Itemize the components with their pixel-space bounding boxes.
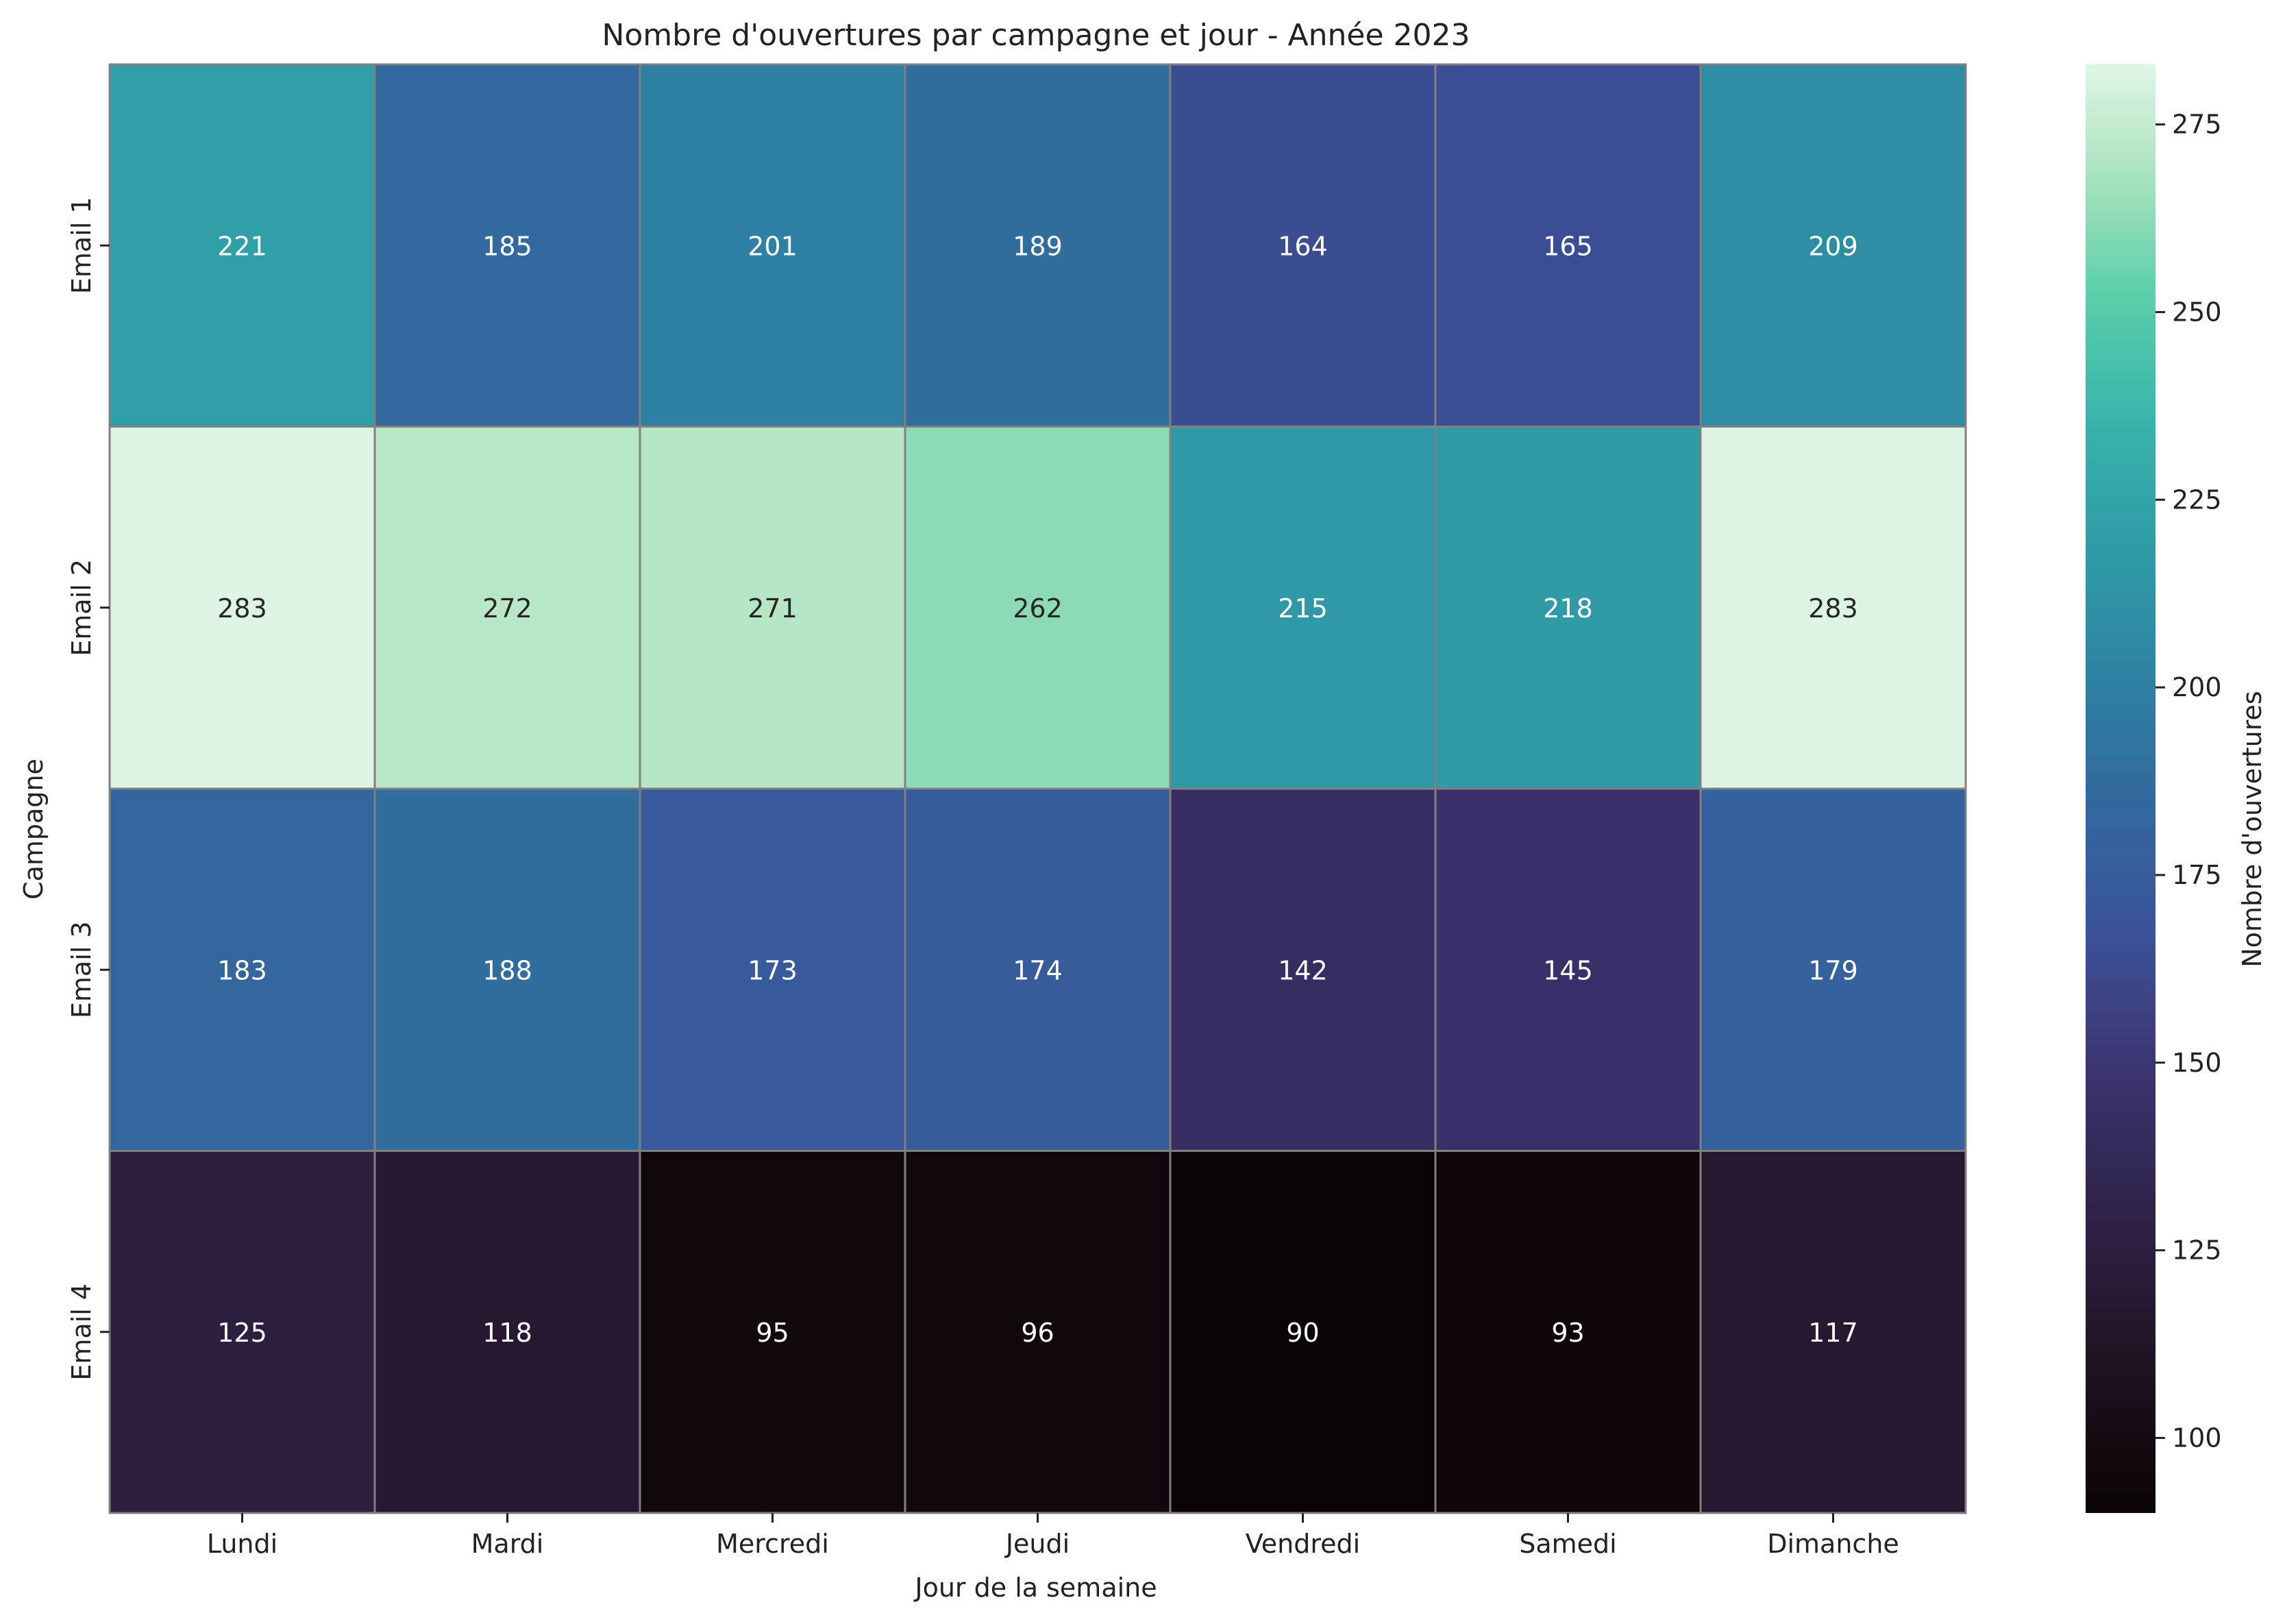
x-tick-label: Samedi xyxy=(1519,1529,1616,1559)
heatmap-cell-labels: 221 185 201 189 164 165 209 283 272 271 262 215 218 2… xyxy=(217,231,1858,1348)
cell-value-label: 272 xyxy=(482,593,532,624)
colorbar-gradient xyxy=(2086,64,2156,1513)
colorbar-tick-label: 100 xyxy=(2172,1423,2222,1453)
x-tick-label: Dimanche xyxy=(1767,1529,1899,1559)
cell-value-label: 179 xyxy=(1808,955,1858,985)
heatmap-cell xyxy=(1434,63,1702,428)
heatmap-cell xyxy=(108,1150,376,1514)
cell-value-label: 183 xyxy=(217,955,267,985)
heatmap-cell xyxy=(373,63,641,428)
cell-value-label: 145 xyxy=(1543,955,1593,985)
cell-value-label: 93 xyxy=(1551,1318,1584,1348)
heatmap-cell xyxy=(108,787,376,1152)
colorbar-tick-label: 225 xyxy=(2172,484,2222,515)
heatmap-cell xyxy=(639,63,906,428)
x-tick-label: Vendredi xyxy=(1246,1529,1360,1559)
heatmap-cell xyxy=(108,63,376,428)
cell-value-label: 164 xyxy=(1278,231,1328,261)
heatmap-cell xyxy=(373,1150,641,1514)
cell-value-label: 90 xyxy=(1286,1318,1319,1348)
colorbar-tick-label: 200 xyxy=(2172,672,2222,702)
y-axis-label: Campagne xyxy=(18,759,49,900)
colorbar-tick-label: 150 xyxy=(2172,1048,2222,1078)
heatmap-cell xyxy=(639,787,906,1152)
colorbar-label: Nombre d'ouvertures xyxy=(2237,691,2267,967)
colorbar: 100 125 150 175 200 225 250 275 xyxy=(2086,64,2222,1513)
cell-value-label: 174 xyxy=(1013,955,1063,985)
cell-value-label: 209 xyxy=(1808,231,1858,261)
cell-value-label: 95 xyxy=(756,1318,789,1348)
heatmap-cell xyxy=(1699,426,1967,790)
cell-value-label: 188 xyxy=(482,955,532,985)
cell-value-label: 117 xyxy=(1808,1318,1858,1348)
y-tick-label: Email 1 xyxy=(66,197,97,294)
cell-value-label: 201 xyxy=(748,231,798,261)
heatmap-cell xyxy=(373,787,641,1152)
cell-value-label: 96 xyxy=(1021,1318,1054,1348)
cell-value-label: 165 xyxy=(1543,231,1593,261)
x-axis: Lundi Mardi Mercredi Jeudi Vendredi Samedi Dim… xyxy=(207,1513,1899,1559)
heatmap-cell xyxy=(1169,63,1437,428)
colorbar-tick-label: 275 xyxy=(2172,110,2222,140)
cell-value-label: 221 xyxy=(217,231,267,261)
heatmap-cell xyxy=(904,1150,1172,1514)
x-tick-label: Mercredi xyxy=(716,1529,829,1559)
heatmap-cell xyxy=(1699,787,1967,1152)
heatmap-cell xyxy=(1699,63,1967,428)
y-tick-label: Email 3 xyxy=(66,921,97,1018)
y-axis: Email 1 Email 2 Email 3 Email 4 xyxy=(66,197,110,1381)
cell-value-label: 125 xyxy=(217,1318,267,1348)
x-tick-label: Mardi xyxy=(471,1529,544,1559)
cell-value-label: 283 xyxy=(1808,593,1858,624)
x-axis-label: Jour de la semaine xyxy=(913,1573,1157,1603)
cell-value-label: 185 xyxy=(482,231,532,261)
y-tick-label: Email 4 xyxy=(66,1283,97,1381)
heatmap-cell xyxy=(108,426,376,790)
heatmap-cell xyxy=(904,787,1172,1152)
colorbar-tick-label: 175 xyxy=(2172,860,2222,890)
heatmap-cell xyxy=(1169,787,1437,1152)
colorbar-tick-label: 250 xyxy=(2172,297,2222,327)
heatmap-cell xyxy=(1434,426,1702,790)
cell-value-label: 173 xyxy=(748,955,798,985)
cell-value-label: 271 xyxy=(748,593,798,624)
heatmap-cell xyxy=(1434,787,1702,1152)
heatmap-cell xyxy=(904,63,1172,428)
y-tick-label: Email 2 xyxy=(66,559,97,656)
colorbar-tick-label: 125 xyxy=(2172,1235,2222,1266)
cell-value-label: 189 xyxy=(1013,231,1063,261)
cell-value-label: 283 xyxy=(217,593,267,624)
heatmap-cell xyxy=(1169,426,1437,790)
heatmap-cells xyxy=(108,63,1967,1514)
x-tick-label: Lundi xyxy=(207,1529,277,1559)
cell-value-label: 215 xyxy=(1278,593,1328,624)
cell-value-label: 218 xyxy=(1543,593,1593,624)
heatmap-cell xyxy=(1434,1150,1702,1514)
cell-value-label: 262 xyxy=(1013,593,1063,624)
cell-value-label: 118 xyxy=(482,1318,532,1348)
x-tick-label: Jeudi xyxy=(1004,1529,1070,1559)
chart-title: Nombre d'ouvertures par campagne et jour… xyxy=(602,18,1470,53)
cell-value-label: 142 xyxy=(1278,955,1328,985)
heatmap-cell xyxy=(1699,1150,1967,1514)
heatmap-cell xyxy=(639,426,906,790)
